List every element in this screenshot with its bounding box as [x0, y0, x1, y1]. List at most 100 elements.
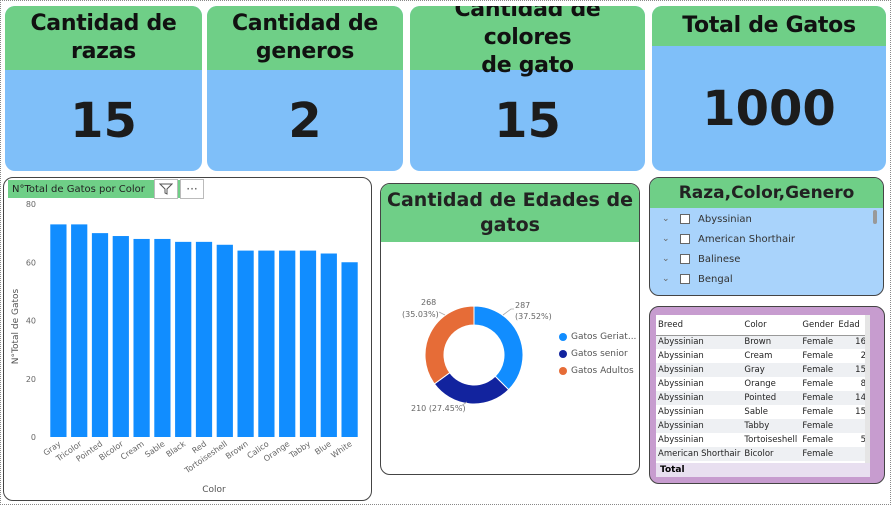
slicer-item-label: Abyssinian: [698, 213, 752, 225]
bar[interactable]: [279, 250, 296, 437]
column-header[interactable]: Edad: [836, 315, 870, 336]
table-row[interactable]: American Shorthair Bicolor Female: [656, 447, 870, 461]
slicer-item[interactable]: ⌄ Balinese: [650, 249, 883, 269]
y-tick-label: 20: [26, 375, 36, 384]
bar[interactable]: [195, 241, 213, 437]
chevron-down-icon[interactable]: ⌄: [662, 234, 670, 244]
kpi-card-razas[interactable]: Cantidad de razas 15: [5, 6, 202, 171]
slicer-item[interactable]: ⌄ Abyssinian: [650, 209, 883, 229]
y-tick-label: 0: [31, 433, 36, 442]
donut-chart-panel[interactable]: Cantidad de Edades de gatos 287 (37.52%)…: [380, 183, 640, 475]
bar[interactable]: [112, 236, 129, 437]
cell: 2: [860, 351, 866, 361]
x-tick-label: Black: [164, 439, 187, 459]
kpi-card-colores[interactable]: Cantidad de colores de gato 15: [410, 6, 645, 171]
cell: Sable: [744, 407, 769, 417]
table-row[interactable]: Abyssinian Orange Female 8: [656, 377, 870, 391]
cell: Abyssinian: [658, 407, 704, 417]
legend-label: Gatos Adultos: [571, 366, 634, 376]
y-axis-title: N°Total de Gatos: [11, 288, 21, 364]
legend-dot: [559, 367, 567, 375]
cell: 15: [855, 407, 866, 417]
slicer-item-label: Bengal: [698, 273, 733, 285]
bar[interactable]: [216, 244, 233, 437]
kpi-card-total-gatos[interactable]: Total de Gatos 1000: [652, 6, 886, 171]
table-row[interactable]: Abyssinian Brown Female 16: [656, 335, 870, 349]
column-header[interactable]: Gender: [800, 315, 837, 336]
kpi-title-line: Total de Gatos: [682, 13, 856, 38]
more-options-icon[interactable]: ···: [180, 179, 204, 199]
bar-chart-title: N°Total de Gatos por Color: [12, 183, 145, 195]
x-tick-label: Cream: [119, 439, 146, 462]
chevron-down-icon[interactable]: ⌄: [662, 214, 670, 224]
bar[interactable]: [175, 241, 192, 437]
cell: [836, 419, 870, 433]
table-header-row: Breed Color Gender Edad: [656, 315, 870, 336]
cats-table: Breed Color Gender Edad Abyssinian Brown F…: [656, 315, 870, 461]
slicer-item-label: American Shorthair: [698, 233, 795, 245]
table-row[interactable]: Abyssinian Gray Female 15: [656, 363, 870, 377]
bar[interactable]: [71, 224, 88, 437]
column-header[interactable]: Color: [742, 315, 801, 336]
cell: 16: [836, 335, 870, 349]
table-total-row: Total: [656, 463, 870, 477]
donut-chart-title: Cantidad de Edades de gatos: [381, 184, 639, 242]
kpi-card-generos[interactable]: Cantidad de generos 2: [207, 6, 403, 171]
bar[interactable]: [91, 233, 109, 437]
cell: Gray: [742, 363, 801, 377]
checkbox[interactable]: [680, 214, 690, 224]
cell: Abyssinian: [658, 351, 704, 361]
bar-chart-panel[interactable]: N°Total de Gatos por Color ··· 0 20 40 60 80…: [3, 177, 372, 501]
bar[interactable]: [50, 224, 67, 437]
donut-slice[interactable]: [424, 305, 475, 385]
bar[interactable]: [258, 250, 275, 437]
cats-table-panel[interactable]: Breed Color Gender Edad Abyssinian Brown F…: [649, 306, 885, 484]
donut-data-label: (37.52%): [515, 312, 552, 321]
donut-title-line: Cantidad de Edades de: [387, 189, 633, 211]
kpi-title-line: de gato: [481, 53, 574, 78]
checkbox[interactable]: [680, 254, 690, 264]
cell: Tortoiseshell: [744, 435, 798, 445]
legend-item[interactable]: Gatos Adultos: [559, 366, 634, 376]
filter-icon[interactable]: [154, 179, 178, 199]
bar[interactable]: [299, 250, 317, 437]
slicer-scrollbar[interactable]: [873, 210, 877, 224]
checkbox[interactable]: [680, 234, 690, 244]
cell: Female: [800, 335, 837, 349]
legend-dot: [559, 350, 567, 358]
kpi-title-line: generos: [255, 39, 355, 64]
kpi-value: 15: [70, 92, 137, 149]
table-row[interactable]: Abyssinian Pointed Female 14: [656, 391, 870, 405]
cell: Pointed: [742, 391, 801, 405]
bar[interactable]: [320, 253, 337, 437]
chevron-down-icon[interactable]: ⌄: [662, 274, 670, 284]
chevron-down-icon[interactable]: ⌄: [662, 254, 670, 264]
table-vertical-scrollbar[interactable]: [865, 315, 870, 465]
table-row[interactable]: Abyssinian Tabby Female: [656, 419, 870, 433]
y-tick-label: 80: [26, 200, 36, 209]
table-row[interactable]: Abyssinian Cream Female 2: [656, 349, 870, 363]
slicer-item[interactable]: ⌄ American Shorthair: [650, 229, 883, 249]
table-row[interactable]: Abyssinian Tortoiseshell Female 5: [656, 433, 870, 447]
bar[interactable]: [133, 238, 150, 437]
leader-line: [438, 311, 446, 316]
cell: 8: [860, 379, 866, 389]
column-header[interactable]: Breed: [656, 315, 743, 336]
slicer-list: ⌄ Abyssinian ⌄ American Shorthair ⌄ Bali…: [650, 208, 883, 289]
legend-item[interactable]: Gatos senior: [559, 349, 628, 359]
cell: Tabby: [742, 419, 801, 433]
bar[interactable]: [154, 238, 171, 437]
cell: Abyssinian: [656, 363, 743, 377]
breed-slicer[interactable]: Raza,Color,Genero ⌄ Abyssinian ⌄ America…: [649, 177, 884, 296]
legend-item[interactable]: Gatos Geriat...: [559, 332, 636, 342]
x-tick-label: Sable: [143, 439, 166, 459]
bar[interactable]: [341, 262, 358, 437]
leader-line: [460, 401, 468, 407]
bar[interactable]: [237, 250, 254, 437]
table-row[interactable]: Abyssinian Sable Female 15: [656, 405, 870, 419]
slicer-item[interactable]: ⌄ Bengal: [650, 269, 883, 289]
checkbox[interactable]: [680, 274, 690, 284]
leader-line: [502, 308, 514, 316]
x-tick-label: Brown: [224, 439, 250, 461]
donut-data-label: 210 (27.45%): [411, 404, 466, 413]
